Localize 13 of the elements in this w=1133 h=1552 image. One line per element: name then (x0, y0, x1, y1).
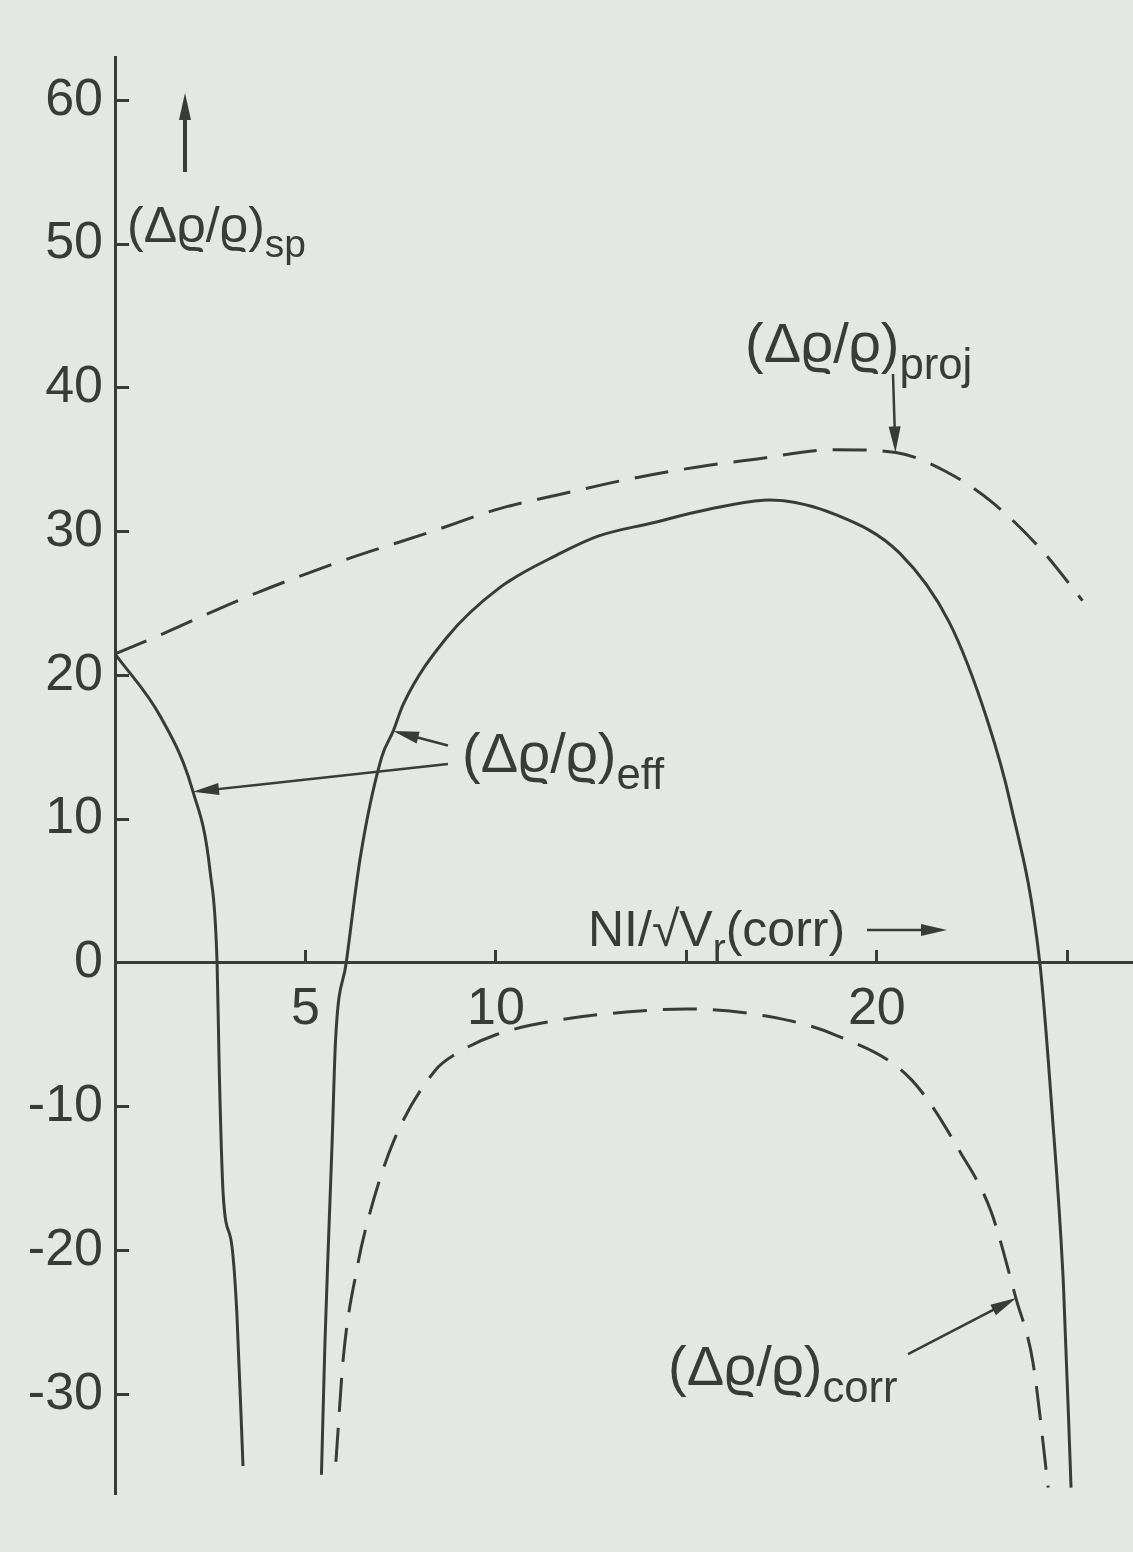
y-tick-label: -10 (27, 1073, 103, 1132)
x-tick-label: 20 (847, 977, 906, 1036)
y-tick-label: 50 (45, 211, 103, 270)
y-tick-label: 20 (45, 642, 103, 701)
x-tick-label: 10 (466, 977, 525, 1036)
y-tick-label: 40 (45, 355, 103, 414)
y-tick-label: 30 (45, 498, 103, 557)
y-tick-label: -20 (27, 1217, 103, 1276)
x-tick-label: 5 (290, 977, 320, 1036)
y-tick-label: 60 (45, 67, 103, 126)
y-tick-label: 0 (74, 930, 103, 989)
y-tick-label: 10 (45, 786, 103, 845)
y-tick-label: -30 (27, 1361, 103, 1420)
